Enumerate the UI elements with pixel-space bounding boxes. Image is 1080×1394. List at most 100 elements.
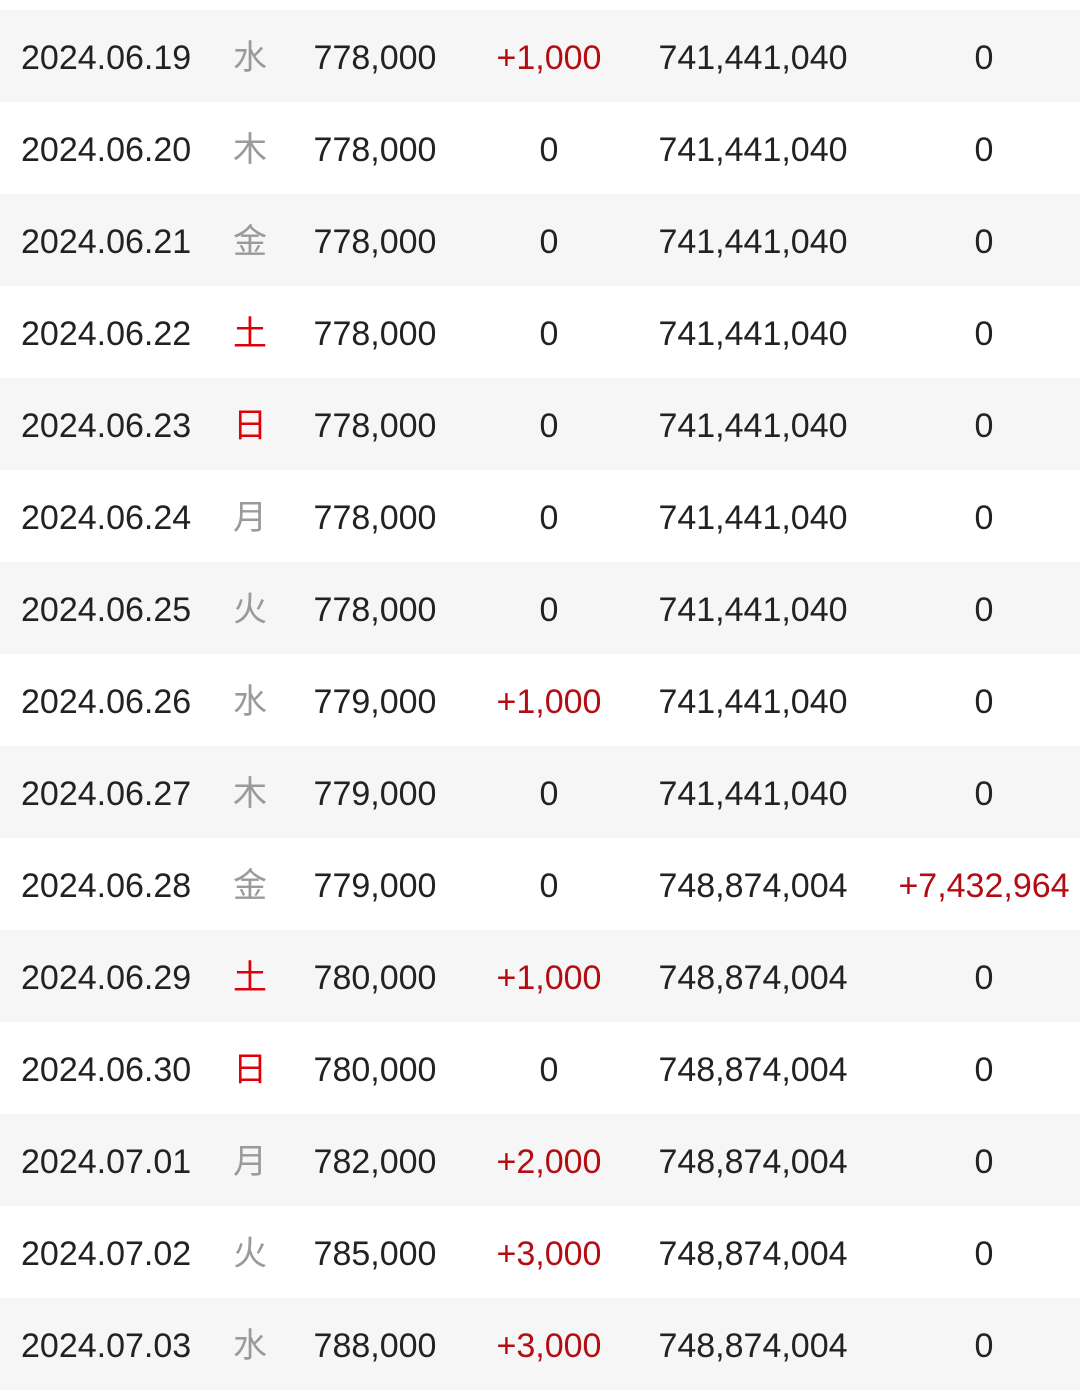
- total-cell: 748,874,004: [658, 1235, 848, 1273]
- price-cell: 778,000: [313, 39, 437, 77]
- table-row: 2024.06.30 日 780,000 0 748,874,004 0: [0, 1022, 1080, 1114]
- total-cell: 741,441,040: [658, 499, 848, 537]
- price-change-cell: +1,000: [496, 683, 602, 721]
- date-cell: 2024.06.19: [21, 39, 192, 77]
- date-cell: 2024.06.25: [21, 591, 192, 629]
- price-cell: 778,000: [313, 407, 437, 445]
- price-change-cell: 0: [539, 223, 559, 261]
- total-change-cell: 0: [974, 315, 994, 353]
- price-change-cell: 0: [539, 407, 559, 445]
- total-cell: 748,874,004: [658, 867, 848, 905]
- table-row: 2024.06.20 木 778,000 0 741,441,040 0: [0, 102, 1080, 194]
- price-cell: 779,000: [313, 683, 437, 721]
- total-change-cell: 0: [974, 959, 994, 997]
- total-change-cell: 0: [974, 499, 994, 537]
- total-cell: 741,441,040: [658, 223, 848, 261]
- total-change-cell: 0: [974, 223, 994, 261]
- price-change-cell: +1,000: [496, 959, 602, 997]
- day-of-week-cell: 月: [233, 499, 267, 537]
- total-change-cell: +7,432,964: [898, 867, 1070, 905]
- day-of-week-cell: 日: [233, 1051, 267, 1089]
- day-of-week-cell: 木: [233, 775, 267, 813]
- date-cell: 2024.06.23: [21, 407, 192, 445]
- day-of-week-cell: 火: [233, 591, 267, 629]
- day-of-week-cell: 木: [233, 131, 267, 169]
- day-of-week-cell: 火: [233, 1235, 267, 1273]
- date-cell: 2024.06.20: [21, 131, 192, 169]
- date-cell: 2024.06.22: [21, 315, 192, 353]
- total-cell: 748,874,004: [658, 1327, 848, 1365]
- total-cell: 741,441,040: [658, 315, 848, 353]
- date-cell: 2024.06.27: [21, 775, 192, 813]
- table-row: 2024.06.22 土 778,000 0 741,441,040 0: [0, 286, 1080, 378]
- price-cell: 778,000: [313, 131, 437, 169]
- total-change-cell: 0: [974, 683, 994, 721]
- price-change-cell: +3,000: [496, 1327, 602, 1365]
- day-of-week-cell: 水: [233, 1327, 267, 1365]
- price-change-cell: 0: [539, 775, 559, 813]
- date-cell: 2024.07.02: [21, 1235, 192, 1273]
- total-change-cell: 0: [974, 39, 994, 77]
- date-cell: 2024.06.29: [21, 959, 192, 997]
- price-cell: 779,000: [313, 867, 437, 905]
- price-cell: 778,000: [313, 223, 437, 261]
- date-cell: 2024.06.21: [21, 223, 192, 261]
- table-row: 2024.06.25 火 778,000 0 741,441,040 0: [0, 562, 1080, 654]
- price-change-cell: +3,000: [496, 1235, 602, 1273]
- price-cell: 778,000: [313, 499, 437, 537]
- total-cell: 741,441,040: [658, 591, 848, 629]
- table-row: 2024.06.19 水 778,000 +1,000 741,441,040 …: [0, 10, 1080, 102]
- total-change-cell: 0: [974, 591, 994, 629]
- table-row: 2024.06.26 水 779,000 +1,000 741,441,040 …: [0, 654, 1080, 746]
- total-change-cell: 0: [974, 131, 994, 169]
- table-row: 2024.06.27 木 779,000 0 741,441,040 0: [0, 746, 1080, 838]
- day-of-week-cell: 土: [233, 315, 267, 353]
- date-cell: 2024.07.01: [21, 1143, 192, 1181]
- price-change-cell: 0: [539, 1051, 559, 1089]
- total-cell: 748,874,004: [658, 959, 848, 997]
- table-row: 2024.07.02 火 785,000 +3,000 748,874,004 …: [0, 1206, 1080, 1298]
- total-cell: 741,441,040: [658, 131, 848, 169]
- price-cell: 778,000: [313, 315, 437, 353]
- date-cell: 2024.06.24: [21, 499, 192, 537]
- total-change-cell: 0: [974, 1327, 994, 1365]
- day-of-week-cell: 日: [233, 407, 267, 445]
- price-change-cell: 0: [539, 131, 559, 169]
- total-cell: 741,441,040: [658, 39, 848, 77]
- total-change-cell: 0: [974, 775, 994, 813]
- price-change-cell: +1,000: [496, 39, 602, 77]
- price-change-cell: +2,000: [496, 1143, 602, 1181]
- total-change-cell: 0: [974, 1235, 994, 1273]
- price-cell: 785,000: [313, 1235, 437, 1273]
- total-cell: 741,441,040: [658, 775, 848, 813]
- price-change-cell: 0: [539, 315, 559, 353]
- price-history-table: 2024.06.19 水 778,000 +1,000 741,441,040 …: [0, 10, 1080, 1390]
- date-cell: 2024.07.03: [21, 1327, 192, 1365]
- total-change-cell: 0: [974, 1051, 994, 1089]
- total-cell: 748,874,004: [658, 1051, 848, 1089]
- price-cell: 779,000: [313, 775, 437, 813]
- total-change-cell: 0: [974, 1143, 994, 1181]
- day-of-week-cell: 水: [233, 683, 267, 721]
- table-row: 2024.07.01 月 782,000 +2,000 748,874,004 …: [0, 1114, 1080, 1206]
- table-row: 2024.06.29 土 780,000 +1,000 748,874,004 …: [0, 930, 1080, 1022]
- day-of-week-cell: 水: [233, 39, 267, 77]
- table-row: 2024.07.03 水 788,000 +3,000 748,874,004 …: [0, 1298, 1080, 1390]
- table-row: 2024.06.21 金 778,000 0 741,441,040 0: [0, 194, 1080, 286]
- price-cell: 788,000: [313, 1327, 437, 1365]
- total-cell: 748,874,004: [658, 1143, 848, 1181]
- table-row: 2024.06.24 月 778,000 0 741,441,040 0: [0, 470, 1080, 562]
- day-of-week-cell: 土: [233, 959, 267, 997]
- price-change-cell: 0: [539, 499, 559, 537]
- date-cell: 2024.06.26: [21, 683, 192, 721]
- table-row: 2024.06.28 金 779,000 0 748,874,004 +7,43…: [0, 838, 1080, 930]
- total-change-cell: 0: [974, 407, 994, 445]
- total-cell: 741,441,040: [658, 407, 848, 445]
- date-cell: 2024.06.30: [21, 1051, 192, 1089]
- price-cell: 778,000: [313, 591, 437, 629]
- price-cell: 780,000: [313, 959, 437, 997]
- day-of-week-cell: 月: [233, 1143, 267, 1181]
- price-change-cell: 0: [539, 867, 559, 905]
- day-of-week-cell: 金: [233, 223, 267, 261]
- total-cell: 741,441,040: [658, 683, 848, 721]
